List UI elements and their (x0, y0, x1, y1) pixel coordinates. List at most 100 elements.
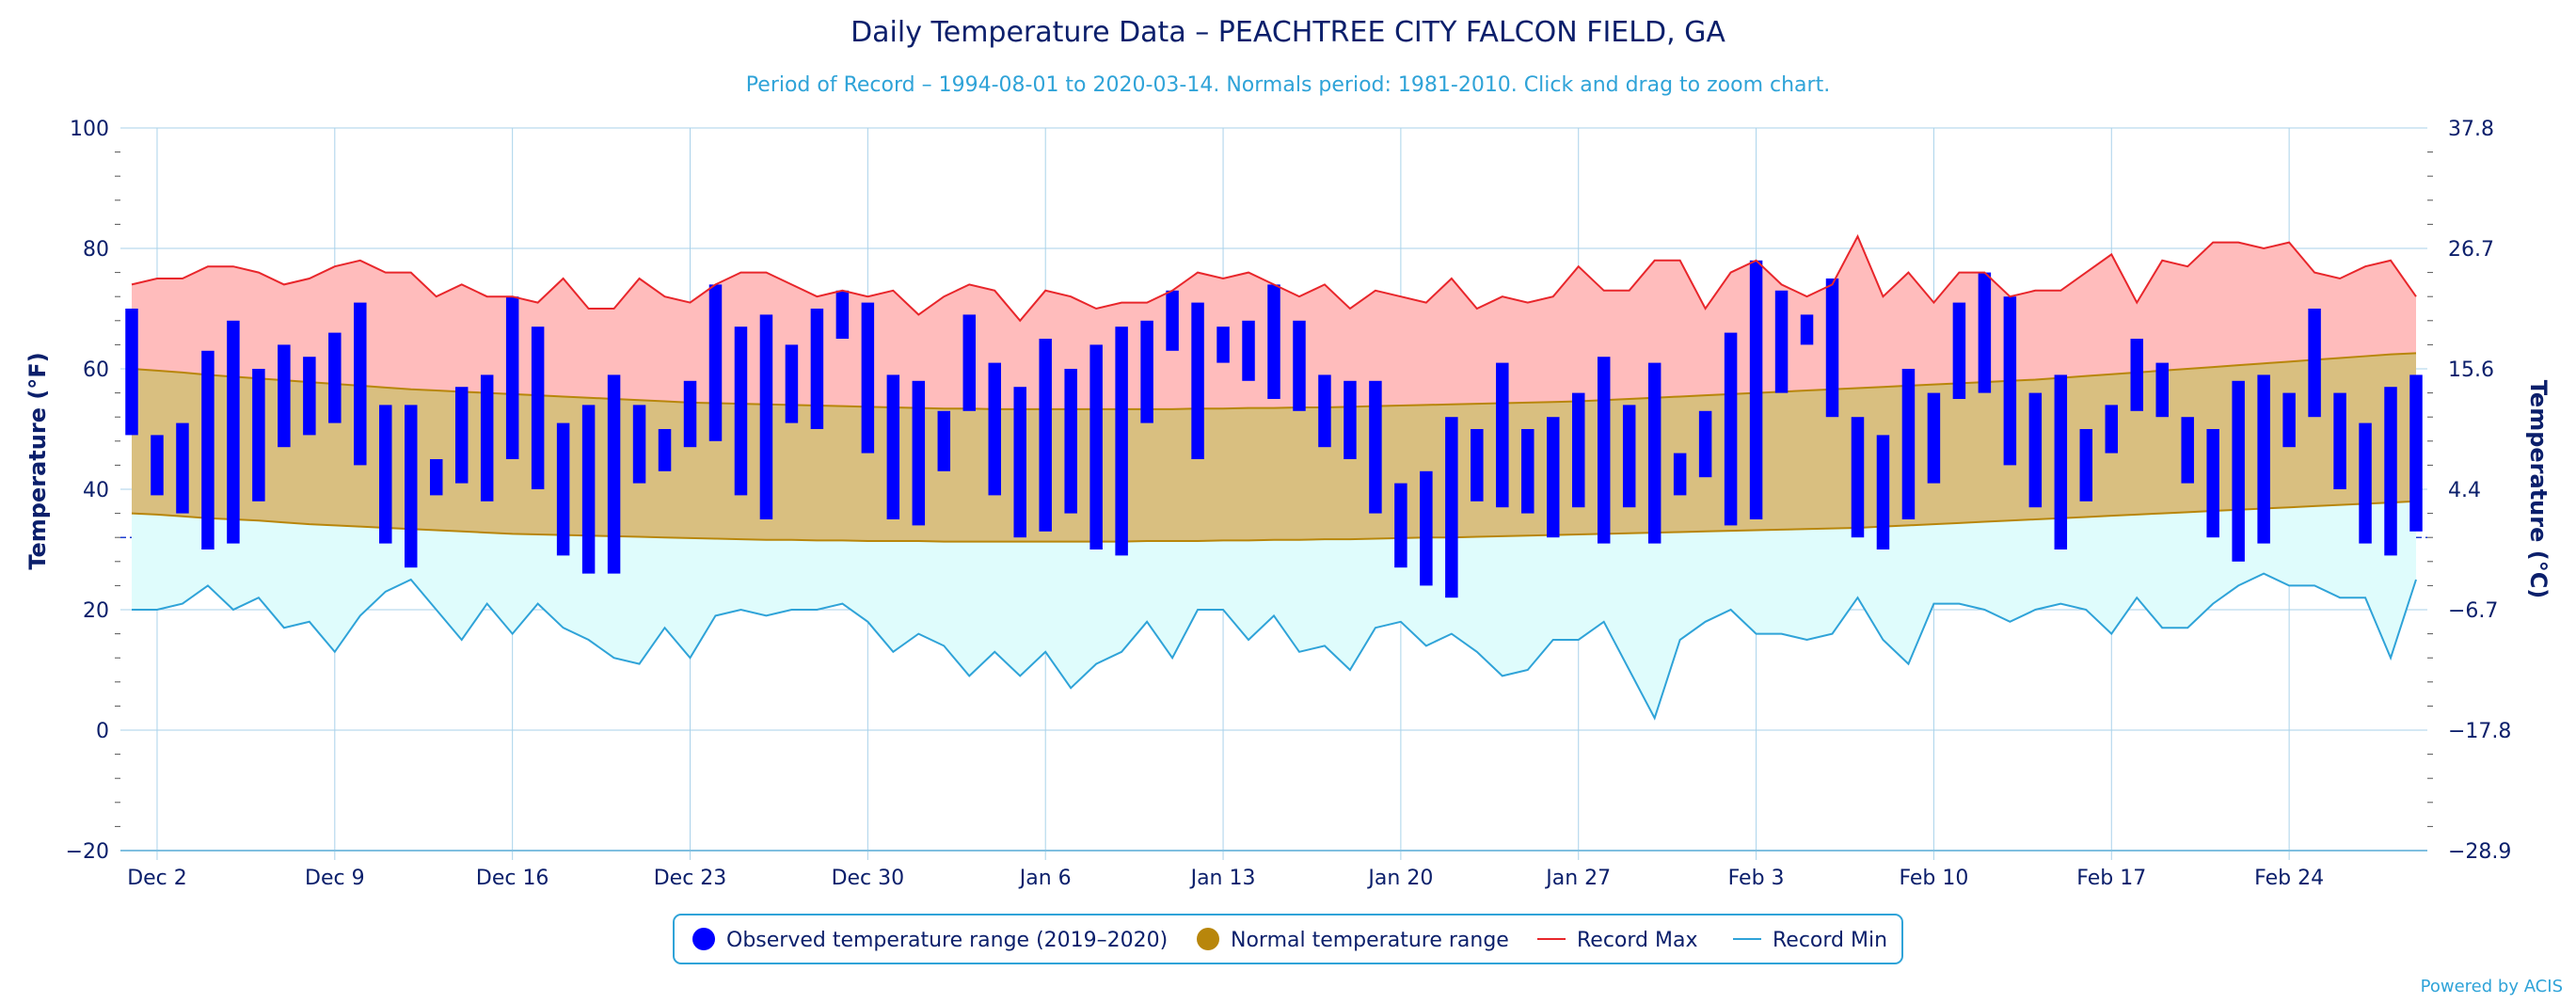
observed-bar (1800, 314, 1814, 345)
observed-bar (2257, 374, 2270, 544)
observed-bar (708, 284, 723, 441)
observed-bar (252, 369, 265, 502)
observed-bar (1216, 326, 1230, 363)
observed-bar (962, 314, 977, 411)
observed-bar (1952, 302, 1966, 399)
chart-title: Daily Temperature Data – PEACHTREE CITY … (851, 16, 1725, 49)
y-axis-right: 37.8 26.7 15.6 4.4 −6.7 −17.8 −28.9 (2427, 118, 2511, 864)
observed-bar (1267, 284, 1280, 399)
legend-observed-icon (692, 928, 715, 950)
observed-bar (607, 374, 621, 574)
observed-bar (2003, 296, 2017, 466)
y-tick-label-right: 37.8 (2448, 118, 2494, 141)
observed-bar (454, 387, 469, 484)
observed-bar (1825, 279, 1839, 418)
observed-bar (835, 290, 850, 339)
observed-bar (125, 309, 138, 436)
observed-bar (937, 410, 951, 471)
observed-bar (1622, 405, 1636, 508)
observed-bar (2155, 362, 2169, 418)
record-max-line (131, 233, 2417, 323)
y-axis-title-right: Temperature (°C) (2525, 380, 2552, 599)
observed-bar (1039, 339, 1052, 532)
y-tick-label: 20 (83, 599, 109, 623)
y-tick-label-right: 15.6 (2448, 358, 2494, 382)
observed-bar (2181, 417, 2194, 484)
observed-bar (201, 350, 215, 549)
chart-subtitle: Period of Record – 1994-08-01 to 2020-03… (746, 73, 1830, 97)
observed-bar (328, 332, 342, 423)
y-tick-label: 80 (83, 238, 109, 262)
observed-bar (734, 326, 748, 496)
observed-bar (581, 405, 596, 574)
legend-normal-icon (1197, 928, 1219, 950)
observed-bar (683, 380, 697, 448)
x-tick-label: Feb 10 (1899, 867, 1968, 890)
observed-bar (2206, 429, 2219, 538)
y-tick-label: −20 (66, 840, 109, 864)
credit-text[interactable]: Powered by ACIS (2421, 977, 2563, 996)
y-tick-label-right: 4.4 (2448, 479, 2481, 502)
x-tick-label: Feb 3 (1728, 867, 1785, 890)
y-tick-label: 60 (83, 358, 109, 382)
observed-bar (1013, 387, 1026, 538)
observed-bar (556, 422, 570, 556)
observed-bar (1344, 380, 1357, 459)
record-min-line (132, 572, 2417, 721)
x-axis: Dec 2 Dec 9 Dec 16 Dec 23 Dec 30 Jan 6 Jan 13 J… (120, 850, 2427, 890)
observed-bar (2079, 429, 2093, 502)
observed-bar (632, 405, 646, 484)
observed-bar (2308, 309, 2321, 418)
y-tick-label-right: −28.9 (2448, 840, 2511, 864)
observed-bar (1064, 369, 1077, 514)
y-tick-label: 100 (70, 118, 109, 141)
x-tick-label: Jan 27 (1544, 867, 1611, 890)
observed-bar (379, 405, 392, 544)
observed-bar (785, 344, 799, 423)
legend-record-max-label[interactable]: Record Max (1577, 929, 1698, 952)
observed-bar (1496, 362, 1509, 508)
observed-bar (2130, 339, 2143, 411)
observed-bar (1978, 272, 1992, 393)
x-tick-label: Dec 16 (476, 867, 549, 890)
observed-bar (176, 422, 189, 514)
observed-bar (1191, 302, 1204, 459)
observed-bar (2105, 405, 2119, 454)
observed-bar (278, 344, 291, 448)
observed-bar (1774, 290, 1789, 393)
observed-bar (354, 302, 367, 466)
y-axis-left: 100 80 60 40 20 0 −20 (66, 118, 120, 864)
observed-bar (1471, 429, 1484, 502)
x-tick-label: Jan 13 (1189, 867, 1256, 890)
observed-bar (1901, 369, 1916, 519)
observed-bar (531, 326, 545, 489)
observed-bar (2384, 387, 2397, 556)
legend-observed-label[interactable]: Observed temperature range (2019–2020) (726, 929, 1168, 952)
record-lines (131, 233, 2417, 721)
observed-bar (1242, 320, 1255, 381)
legend-box (673, 914, 1903, 964)
y-tick-label-right: −17.8 (2448, 720, 2511, 743)
y-tick-label: 40 (83, 479, 109, 502)
observed-bar (227, 320, 240, 544)
x-tick-label: Feb 24 (2254, 867, 2324, 890)
normal-low-line (131, 500, 2417, 543)
observed-bar (1140, 320, 1153, 423)
observed-bar (1927, 392, 1941, 484)
observed-bar (1394, 483, 1407, 568)
observed-bars (125, 260, 2423, 598)
legend-normal-label[interactable]: Normal temperature range (1231, 929, 1509, 952)
observed-bar (2232, 380, 2245, 562)
observed-bar (886, 374, 900, 519)
observed-bar (1089, 344, 1103, 549)
x-tick-label: Dec 9 (305, 867, 365, 890)
record-min-fill (132, 501, 2416, 719)
observed-bar (1166, 290, 1179, 351)
observed-bar (1420, 470, 1433, 586)
observed-bar (2409, 374, 2423, 532)
observed-bar (303, 357, 316, 436)
observed-bar (2359, 422, 2372, 544)
observed-bar (2282, 392, 2296, 448)
legend-record-min-label[interactable]: Record Min (1773, 929, 1887, 952)
